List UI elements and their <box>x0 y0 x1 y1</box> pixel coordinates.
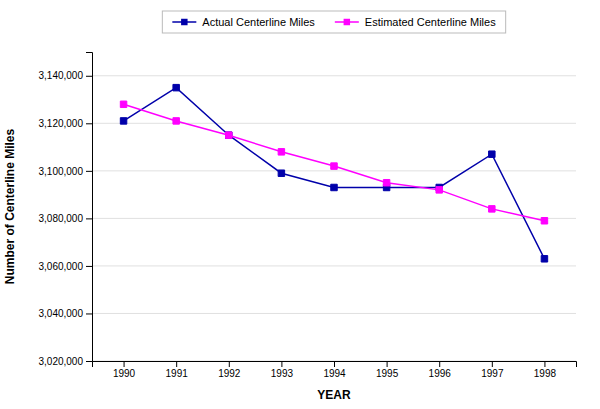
x-tick: 1992 <box>218 361 241 379</box>
y-axis-line <box>86 53 93 362</box>
series-marker <box>226 132 232 138</box>
series-marker <box>173 118 179 124</box>
y-tick-mark <box>86 313 92 314</box>
x-tick-mark <box>544 361 545 367</box>
data-area <box>120 84 547 262</box>
y-tick: 3,120,000 <box>39 118 93 129</box>
y-tick: 3,140,000 <box>39 70 93 81</box>
series-marker <box>541 256 547 262</box>
x-tick: 1995 <box>376 361 399 379</box>
y-axis-title: Number of Centerline Miles <box>3 129 17 285</box>
x-tick: 1994 <box>323 361 346 379</box>
grid-line <box>92 170 576 171</box>
legend-marker <box>181 19 187 25</box>
grid-line <box>92 265 576 266</box>
y-tick-label: 3,140,000 <box>39 70 84 81</box>
x-tick-mark <box>492 361 493 367</box>
y-tick-mark <box>86 266 92 267</box>
legend: Actual Centerline Miles Estimated Centerl… <box>162 11 505 33</box>
series-marker <box>489 206 495 212</box>
grid-line <box>92 218 576 219</box>
series-marker <box>278 170 284 176</box>
series-marker <box>120 101 126 107</box>
series-marker <box>226 132 232 138</box>
series-marker <box>278 149 284 155</box>
x-tick: 1993 <box>271 361 294 379</box>
y-tick: 3,020,000 <box>39 356 93 367</box>
grid-line <box>92 313 576 314</box>
x-tick: 1990 <box>113 361 136 379</box>
y-axis: 3,020,000 3,040,000 3,060,000 3,080,000 3,10… <box>39 53 93 367</box>
y-tick: 3,100,000 <box>39 166 93 177</box>
y-tick-mark <box>86 361 92 362</box>
series-marker <box>331 184 337 190</box>
legend-marker <box>344 19 350 25</box>
x-tick-mark <box>124 361 125 367</box>
x-tick-label: 1996 <box>429 368 452 379</box>
x-tick: 1996 <box>429 361 452 379</box>
y-tick-mark <box>86 76 92 77</box>
x-tick: 1991 <box>166 361 189 379</box>
y-tick: 3,080,000 <box>39 213 93 224</box>
x-tick: 1997 <box>481 361 504 379</box>
series-marker <box>541 218 547 224</box>
series-marker <box>436 187 442 193</box>
chart: 1990 1991 1992 1993 1994 1995 1996 1997 1998 3,02… <box>0 0 600 409</box>
legend-box <box>162 11 505 33</box>
series-line <box>124 88 545 259</box>
series-line <box>124 104 545 220</box>
y-tick-mark <box>86 218 92 219</box>
x-axis-title: YEAR <box>317 388 351 402</box>
x-tick-mark <box>387 361 388 367</box>
y-tick-mark <box>86 123 92 124</box>
y-tick-label: 3,080,000 <box>39 213 84 224</box>
y-tick-mark <box>86 171 92 172</box>
x-tick-label: 1990 <box>113 368 136 379</box>
legend-label: Estimated Centerline Miles <box>365 16 496 28</box>
grid-line <box>92 75 576 76</box>
x-tick-label: 1991 <box>166 368 189 379</box>
series-marker <box>489 151 495 157</box>
legend-item: Estimated Centerline Miles <box>335 16 496 28</box>
y-tick-label: 3,100,000 <box>39 166 84 177</box>
y-tick: 3,060,000 <box>39 261 93 272</box>
legend-item: Actual Centerline Miles <box>172 16 315 28</box>
x-tick-label: 1997 <box>481 368 504 379</box>
series-marker <box>331 163 337 169</box>
x-tick-label: 1993 <box>271 368 294 379</box>
x-tick-mark <box>176 361 177 367</box>
x-tick-label: 1998 <box>534 368 557 379</box>
x-tick-mark <box>439 361 440 367</box>
y-tick: 3,040,000 <box>39 308 93 319</box>
x-tick-label: 1995 <box>376 368 399 379</box>
y-tick-label: 3,120,000 <box>39 118 84 129</box>
x-tick-mark <box>229 361 230 367</box>
plot: 1990 1991 1992 1993 1994 1995 1996 1997 1998 3,02… <box>3 53 577 403</box>
x-tick-label: 1994 <box>323 368 346 379</box>
x-tick-mark <box>281 361 282 367</box>
x-axis-line <box>93 362 577 368</box>
y-tick-label: 3,040,000 <box>39 308 84 319</box>
x-tick-mark <box>334 361 335 367</box>
grid <box>92 76 576 361</box>
series-marker <box>173 84 179 90</box>
series-marker <box>383 179 389 185</box>
x-tick-label: 1992 <box>218 368 241 379</box>
y-tick-label: 3,060,000 <box>39 261 84 272</box>
legend-label: Actual Centerline Miles <box>202 16 315 28</box>
y-tick-label: 3,020,000 <box>39 356 84 367</box>
grid-line <box>92 123 576 124</box>
x-tick: 1998 <box>534 361 557 379</box>
series-marker <box>120 118 126 124</box>
x-axis: 1990 1991 1992 1993 1994 1995 1996 1997 1998 <box>93 361 577 379</box>
